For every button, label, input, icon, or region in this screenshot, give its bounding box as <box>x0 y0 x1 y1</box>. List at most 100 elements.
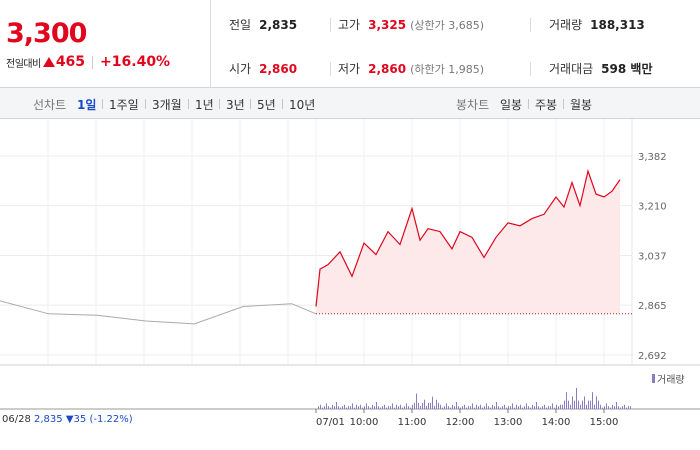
period-10years[interactable]: 10년 <box>289 98 316 112</box>
prev-close-stat: 전일 2,835 <box>229 16 297 33</box>
volume-bar <box>354 407 355 409</box>
volume-bar <box>624 404 625 409</box>
candle-chart-label: 봉차트 <box>456 98 490 112</box>
divider <box>530 18 531 32</box>
volume-bar <box>394 407 395 409</box>
lower-limit: (하한가 1,985) <box>410 63 484 76</box>
volume-bar <box>496 402 497 409</box>
change-percent: +16.40% <box>100 54 171 70</box>
volume-bar <box>462 406 463 409</box>
y-tick-label: 2,865 <box>638 301 667 312</box>
volume-bar <box>502 406 503 409</box>
volume-bar <box>606 403 607 409</box>
volume-bar <box>330 407 331 409</box>
volume-bar <box>358 406 359 409</box>
volume-bar <box>450 407 451 409</box>
period-1day[interactable]: 1일 <box>77 98 97 112</box>
volume-bar <box>402 407 403 409</box>
volume-bar <box>336 402 337 409</box>
volume-bar <box>566 392 567 409</box>
volume-bar <box>332 404 333 409</box>
volume-bar <box>418 402 419 409</box>
volume-bar <box>340 407 341 409</box>
volume-bar <box>392 403 393 409</box>
volume-bar <box>608 406 609 409</box>
volume-bar <box>516 404 517 409</box>
period-1week[interactable]: 1주일 <box>109 98 139 112</box>
volume-bar <box>554 407 555 409</box>
period-3months[interactable]: 3개월 <box>152 98 182 112</box>
volume-bar <box>480 404 481 409</box>
volume-bar <box>436 399 437 409</box>
volume-bar <box>482 407 483 409</box>
current-price-box: 3,300 전일대비 465 +16.40% <box>0 0 211 88</box>
volume-bar <box>594 404 595 409</box>
volume-bar <box>424 399 425 409</box>
period-5years[interactable]: 5년 <box>257 98 276 112</box>
volume-bar <box>522 407 523 409</box>
volume-bar <box>512 403 513 409</box>
volume-bar <box>610 407 611 409</box>
volume-bar <box>486 403 487 409</box>
volume-bar <box>568 400 569 409</box>
volume-bar <box>506 407 507 409</box>
volume-bar <box>454 406 455 409</box>
change-amount: 465 <box>55 54 86 70</box>
today-price-area <box>316 171 620 314</box>
y-tick-label: 3,037 <box>638 252 667 263</box>
volume-bar <box>400 404 401 409</box>
volume-bar <box>536 402 537 409</box>
candle-daily[interactable]: 일봉 <box>500 98 523 112</box>
volume-bar <box>464 404 465 409</box>
volume-bar <box>620 407 621 409</box>
volume-bar <box>374 406 375 409</box>
volume-bar <box>338 406 339 409</box>
divider <box>145 99 146 109</box>
volume-bar <box>440 404 441 409</box>
volume-bar <box>386 407 387 409</box>
volume-bar <box>432 396 433 409</box>
change-label: 전일대비 <box>6 58 41 70</box>
volume-bar <box>544 404 545 409</box>
volume-bar <box>626 407 627 409</box>
trade-amount-value: 598 백만 <box>601 62 653 76</box>
divider <box>188 99 189 109</box>
volume-value: 188,313 <box>590 18 645 32</box>
period-1year[interactable]: 1년 <box>195 98 214 112</box>
price-chart[interactable]: 3,382 3,210 3,037 2,865 2,692 07/01 10:00 11:00… <box>0 119 700 450</box>
volume-bar <box>526 403 527 409</box>
trade-amount-stat: 거래대금 598 백만 <box>549 60 652 77</box>
divider <box>330 18 331 32</box>
x-tick-label: 11:00 <box>398 417 427 428</box>
volume-bar <box>414 402 415 409</box>
low-label: 저가 <box>338 62 361 76</box>
volume-bar <box>410 407 411 409</box>
open-stat: 시가 2,860 <box>229 60 297 77</box>
volume-bar <box>378 406 379 409</box>
volume-bar <box>494 406 495 409</box>
volume-bar <box>420 405 421 409</box>
volume-bar <box>472 403 473 409</box>
prev-day-change-percent: (-1.22%) <box>89 414 133 425</box>
volume-bar <box>498 406 499 409</box>
open-label: 시가 <box>229 62 252 76</box>
volume-bar <box>510 406 511 409</box>
volume-bar <box>422 402 423 409</box>
high-stat: 고가 3,325 (상한가 3,685) <box>338 16 484 33</box>
divider <box>563 99 564 109</box>
period-3years[interactable]: 3년 <box>226 98 245 112</box>
volume-bar <box>492 404 493 409</box>
prev-close-value: 2,835 <box>259 18 298 32</box>
low-stat: 저가 2,860 (하한가 1,985) <box>338 60 484 77</box>
candle-weekly[interactable]: 주봉 <box>535 98 558 112</box>
volume-legend-label: 거래량 <box>657 375 685 386</box>
volume-bar <box>614 406 615 409</box>
today-price-line <box>315 168 621 307</box>
volume-bar <box>438 402 439 409</box>
volume-bar <box>444 406 445 409</box>
volume-bar <box>578 400 579 409</box>
divider <box>282 99 283 109</box>
volume-bar <box>490 407 491 409</box>
candle-monthly[interactable]: 월봉 <box>570 98 593 112</box>
x-tick-label: 15:00 <box>590 417 619 428</box>
